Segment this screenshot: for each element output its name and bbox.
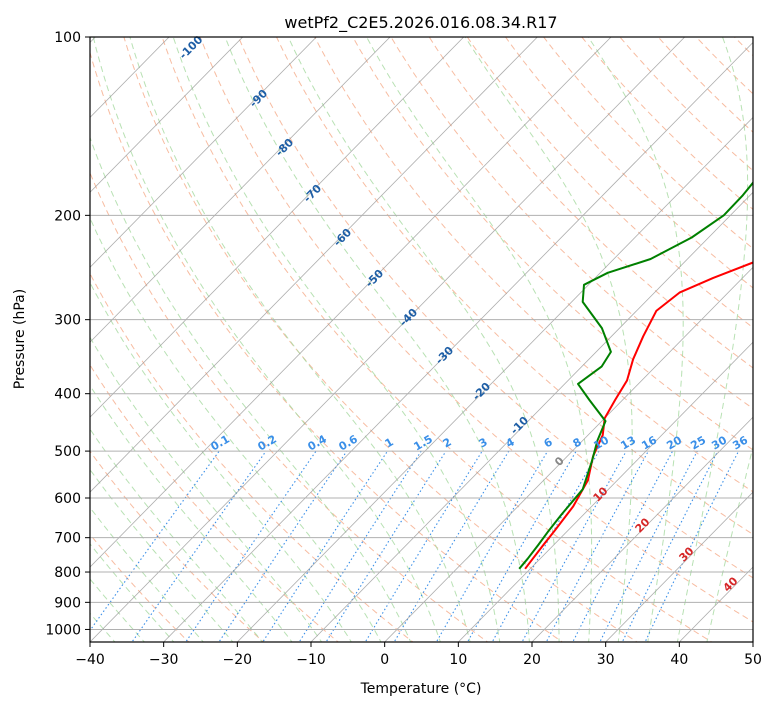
y-axis-label: Pressure (hPa) bbox=[12, 289, 28, 389]
y-tick-label: 1000 bbox=[45, 622, 81, 638]
mixing-ratio-line bbox=[90, 450, 220, 632]
moist-adiabat bbox=[90, 136, 412, 642]
isotherm bbox=[90, 37, 465, 418]
y-tick-label: 700 bbox=[54, 531, 81, 547]
dry-adiabat bbox=[90, 272, 414, 642]
dry-adiabat bbox=[314, 37, 753, 493]
mixing-ratio-line bbox=[364, 450, 483, 642]
isotherm bbox=[163, 41, 753, 642]
y-tick-label: 800 bbox=[54, 565, 81, 581]
y-axis: 100 200 300 400 500 600 700 800 900 1000 bbox=[45, 30, 90, 638]
dry-adiabat bbox=[161, 37, 713, 642]
y-tick-label: 200 bbox=[54, 208, 81, 224]
y-tick-label: 900 bbox=[54, 595, 81, 611]
x-tick-label: 40 bbox=[670, 652, 688, 668]
x-tick-label: 0 bbox=[380, 652, 389, 668]
mixing-ratio-line bbox=[325, 450, 447, 642]
isotherm bbox=[236, 116, 753, 642]
isotherm bbox=[90, 37, 686, 642]
isotherm bbox=[90, 37, 244, 193]
y-tick-label: 400 bbox=[54, 387, 81, 403]
x-axis-label: Temperature (°C) bbox=[360, 681, 482, 697]
mixing-ratio-line bbox=[131, 450, 267, 642]
mixing-ratio-line bbox=[599, 450, 698, 642]
dry-adiabat bbox=[275, 37, 753, 536]
x-tick-label: 50 bbox=[744, 652, 762, 668]
moist-adiabat bbox=[90, 216, 382, 642]
x-tick-label: 20 bbox=[523, 652, 541, 668]
mixing-ratio-line bbox=[545, 450, 649, 642]
dry-adiabat bbox=[466, 37, 753, 329]
x-tick-label: −30 bbox=[149, 652, 179, 668]
mixing-ratio-line bbox=[185, 450, 317, 642]
y-tick-label: 500 bbox=[54, 444, 81, 460]
mixing-ratio-line bbox=[298, 450, 422, 642]
x-tick-label: −20 bbox=[223, 652, 253, 668]
isotherm bbox=[90, 37, 538, 493]
isotherm bbox=[457, 341, 753, 642]
isotherm bbox=[90, 37, 170, 118]
isotherm bbox=[531, 416, 753, 642]
isotherm bbox=[90, 37, 391, 343]
dry-adiabat bbox=[390, 37, 753, 410]
isotherm bbox=[90, 37, 612, 568]
isotherm bbox=[384, 266, 753, 642]
mixing-ratio-line bbox=[521, 450, 627, 642]
mixing-ratio-line bbox=[572, 450, 674, 642]
y-tick-label: 300 bbox=[54, 313, 81, 329]
mixing-ratio-line bbox=[218, 450, 348, 642]
mixing-ratio-line bbox=[435, 450, 549, 642]
x-tick-label: −40 bbox=[75, 652, 105, 668]
mixing-ratio-line bbox=[262, 450, 388, 642]
x-tick-label: 30 bbox=[597, 652, 615, 668]
dewpoint-line bbox=[518, 181, 753, 570]
chart-title: wetPf2_C2E5.2026.016.08.34.R17 bbox=[284, 13, 557, 33]
plot-frame bbox=[89, 36, 754, 643]
x-tick-label: 10 bbox=[449, 652, 467, 668]
x-tick-label: −10 bbox=[296, 652, 326, 668]
x-axis: −40 −30 −20 −10 0 10 20 30 40 50 bbox=[75, 642, 762, 668]
profile-series bbox=[518, 181, 753, 570]
y-tick-label: 100 bbox=[54, 30, 81, 46]
dry-adiabat bbox=[237, 37, 753, 579]
isotherm bbox=[605, 491, 753, 642]
pressure-grid bbox=[90, 37, 753, 630]
isotherm bbox=[90, 37, 317, 268]
dry-adiabat bbox=[428, 37, 753, 369]
isotherm bbox=[310, 191, 753, 642]
dry-adiabat bbox=[352, 37, 753, 451]
y-tick-label: 600 bbox=[54, 491, 81, 507]
